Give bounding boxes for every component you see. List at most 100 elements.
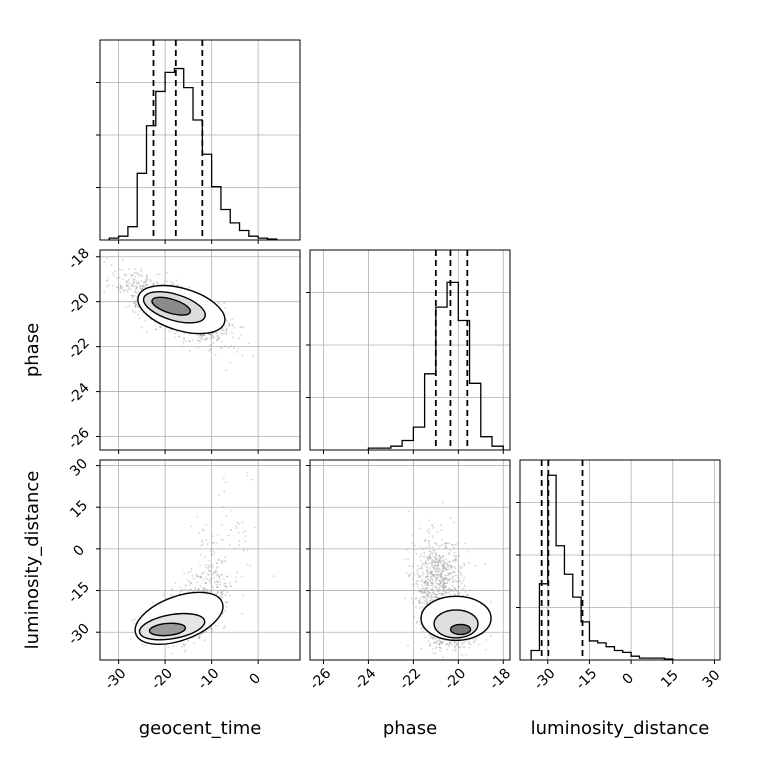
sample-point xyxy=(222,477,225,479)
sample-point xyxy=(462,579,465,582)
sample-point xyxy=(127,284,129,287)
sample-point xyxy=(413,615,416,618)
sample-point xyxy=(196,339,199,342)
sample-point xyxy=(427,557,430,560)
y-axis-label-phase: phase xyxy=(22,323,43,377)
sample-point xyxy=(434,560,437,563)
sample-point xyxy=(216,339,219,342)
sample-point xyxy=(458,646,461,649)
sample-point xyxy=(443,577,446,580)
sample-point xyxy=(440,562,442,565)
sample-point xyxy=(240,575,243,578)
sample-point xyxy=(441,578,444,580)
sample-point xyxy=(236,521,239,524)
sample-point xyxy=(428,544,431,547)
sample-point xyxy=(405,572,408,574)
sample-point xyxy=(452,570,455,573)
sample-point xyxy=(214,570,217,573)
sample-point xyxy=(456,574,459,576)
sample-point xyxy=(184,583,187,586)
sample-point xyxy=(418,576,420,579)
sample-point xyxy=(236,351,239,353)
sample-point xyxy=(428,539,431,542)
sample-point xyxy=(197,346,199,349)
sample-point xyxy=(225,369,227,371)
sample-point xyxy=(438,570,441,573)
sample-point xyxy=(253,526,256,529)
sample-point xyxy=(206,542,209,545)
sample-point xyxy=(215,331,217,334)
sample-point xyxy=(200,334,203,337)
sample-point xyxy=(116,287,119,289)
sample-point xyxy=(219,346,222,349)
sample-point xyxy=(119,291,122,294)
sample-point xyxy=(223,560,226,563)
sample-point xyxy=(224,594,227,596)
sample-point xyxy=(244,535,247,537)
sample-point xyxy=(151,601,154,604)
sample-point xyxy=(216,586,219,589)
sample-point xyxy=(431,558,434,561)
sample-point xyxy=(212,586,214,589)
sample-point xyxy=(216,585,219,588)
sample-point xyxy=(436,565,439,568)
sample-point xyxy=(453,558,456,561)
sample-point xyxy=(207,567,209,569)
sample-point xyxy=(215,574,218,577)
sample-point xyxy=(468,642,471,645)
sample-point xyxy=(453,559,455,562)
sample-point xyxy=(455,643,458,646)
sample-point xyxy=(445,542,448,545)
sample-point xyxy=(145,278,148,281)
sample-point xyxy=(188,285,191,288)
sample-point xyxy=(132,295,135,298)
sample-point xyxy=(155,281,158,284)
sample-point xyxy=(434,564,437,567)
sample-point xyxy=(227,325,230,327)
sample-point xyxy=(249,564,252,567)
sample-point xyxy=(119,284,122,286)
sample-point xyxy=(441,501,444,504)
sample-point xyxy=(130,276,133,279)
sample-point xyxy=(138,310,141,313)
sample-point xyxy=(434,561,437,564)
sample-point xyxy=(446,581,449,584)
sample-point xyxy=(207,349,210,352)
sample-point xyxy=(448,561,451,563)
sample-point xyxy=(437,564,440,567)
sample-point xyxy=(208,333,211,336)
sample-point xyxy=(427,558,430,561)
sample-point xyxy=(158,273,161,275)
sample-point xyxy=(435,637,437,640)
sample-point xyxy=(440,642,443,645)
sample-point xyxy=(416,579,419,582)
sample-point xyxy=(134,294,136,297)
sample-point xyxy=(425,576,428,578)
sample-point xyxy=(426,593,429,596)
sample-point xyxy=(238,544,241,547)
sample-point xyxy=(425,570,428,573)
sample-point xyxy=(436,640,438,642)
sample-point xyxy=(203,334,206,337)
sample-point xyxy=(237,347,240,350)
sample-point xyxy=(435,593,438,596)
sample-point xyxy=(217,302,220,305)
sample-point xyxy=(443,566,445,569)
sample-point xyxy=(423,599,426,602)
sample-point xyxy=(131,619,134,622)
sample-point xyxy=(435,586,438,589)
sample-point xyxy=(206,337,209,340)
sample-point xyxy=(426,602,429,605)
sample-point xyxy=(220,559,223,562)
sample-point xyxy=(450,571,453,574)
sample-point xyxy=(134,302,137,305)
sample-point xyxy=(133,300,136,303)
sample-point xyxy=(463,576,466,579)
sample-point xyxy=(189,588,192,591)
y-axis-label-luminosity_distance: luminosity_distance xyxy=(22,471,43,650)
sample-point xyxy=(154,328,157,331)
sample-point xyxy=(118,289,121,291)
sample-point xyxy=(424,540,427,543)
sample-point xyxy=(184,584,187,587)
sample-point xyxy=(174,333,177,335)
